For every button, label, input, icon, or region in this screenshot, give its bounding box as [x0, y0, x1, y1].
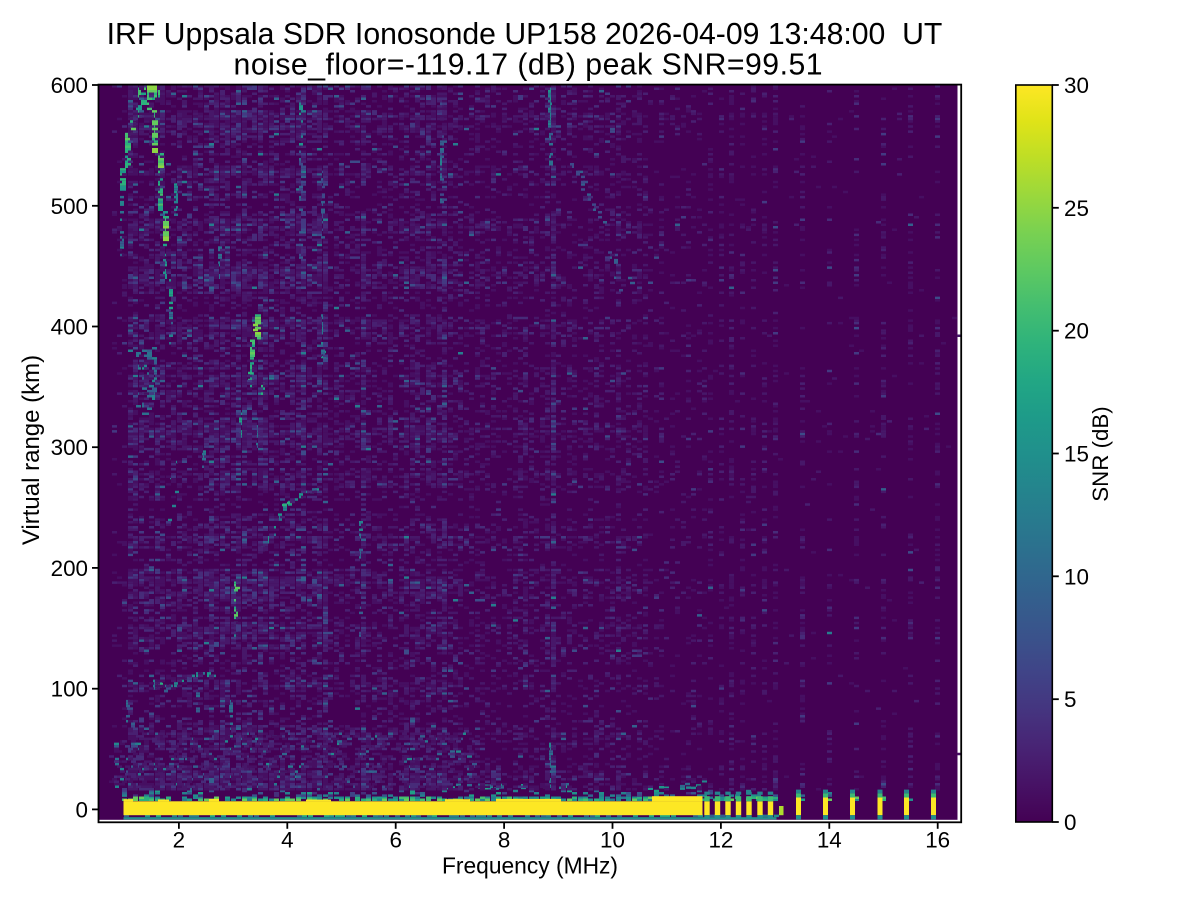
- svg-text:16: 16: [925, 828, 950, 853]
- svg-text:100: 100: [51, 677, 88, 702]
- svg-text:12: 12: [708, 828, 733, 853]
- svg-text:200: 200: [51, 556, 88, 581]
- svg-text:25: 25: [1064, 196, 1089, 221]
- svg-text:4: 4: [281, 828, 293, 853]
- svg-text:Virtual range (km): Virtual range (km): [18, 355, 45, 545]
- svg-text:300: 300: [51, 435, 88, 460]
- svg-text:SNR (dB): SNR (dB): [1088, 406, 1113, 501]
- svg-text:30: 30: [1064, 73, 1089, 98]
- svg-text:10: 10: [1064, 564, 1089, 589]
- svg-text:20: 20: [1064, 319, 1089, 344]
- svg-text:400: 400: [51, 315, 88, 340]
- svg-text:noise_floor=-119.17 (dB) peak: noise_floor=-119.17 (dB) peak SNR=99.51: [234, 49, 824, 82]
- svg-text:8: 8: [498, 828, 510, 853]
- svg-text:0: 0: [76, 797, 88, 822]
- svg-text:14: 14: [817, 828, 842, 853]
- svg-text:15: 15: [1064, 442, 1089, 467]
- svg-text:6: 6: [389, 828, 401, 853]
- svg-text:0: 0: [1064, 810, 1076, 835]
- svg-text:Frequency (MHz): Frequency (MHz): [442, 853, 618, 879]
- svg-text:5: 5: [1064, 687, 1076, 712]
- svg-text:IRF Uppsala SDR Ionosonde UP15: IRF Uppsala SDR Ionosonde UP158 2026-04-…: [107, 18, 943, 51]
- svg-text:10: 10: [600, 828, 625, 853]
- svg-text:500: 500: [51, 194, 88, 219]
- svg-text:2: 2: [173, 828, 185, 853]
- svg-text:600: 600: [51, 73, 88, 98]
